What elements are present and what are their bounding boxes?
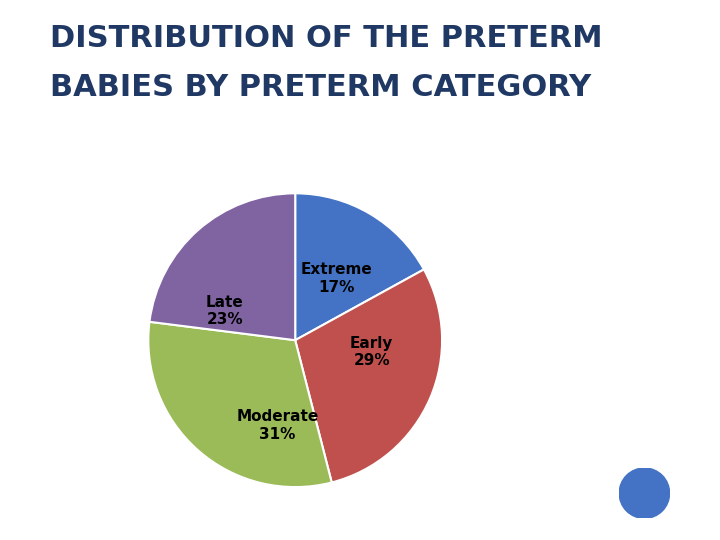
Wedge shape [150, 193, 295, 340]
Wedge shape [295, 193, 424, 340]
Text: Extreme
17%: Extreme 17% [300, 262, 372, 295]
Circle shape [619, 468, 670, 518]
Wedge shape [295, 269, 442, 482]
Text: Moderate
31%: Moderate 31% [236, 409, 319, 442]
Text: Late
23%: Late 23% [206, 295, 243, 327]
Text: Early
29%: Early 29% [350, 336, 393, 368]
Text: BABIES BY PRETERM CATEGORY: BABIES BY PRETERM CATEGORY [50, 73, 592, 102]
Text: DISTRIBUTION OF THE PRETERM: DISTRIBUTION OF THE PRETERM [50, 24, 603, 53]
Wedge shape [148, 322, 332, 487]
